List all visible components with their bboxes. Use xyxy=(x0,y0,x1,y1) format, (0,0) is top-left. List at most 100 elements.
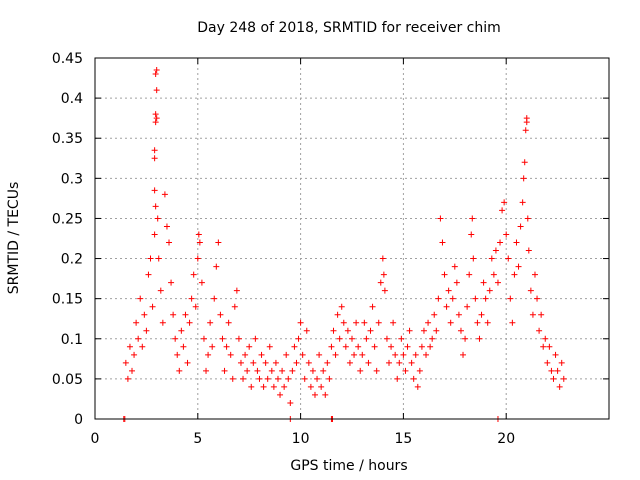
data-point xyxy=(268,367,275,374)
data-point xyxy=(367,327,374,334)
x-tick-label: 0 xyxy=(91,431,100,447)
data-point xyxy=(281,383,288,390)
y-tick-label: 0.4 xyxy=(61,91,83,107)
data-point xyxy=(519,199,526,206)
data-point xyxy=(287,399,294,406)
data-point xyxy=(357,367,364,374)
x-tick-label: 20 xyxy=(497,431,515,447)
data-point xyxy=(351,351,358,358)
data-point xyxy=(534,295,541,302)
data-point xyxy=(509,319,516,326)
data-point xyxy=(242,351,249,358)
data-point xyxy=(303,327,310,334)
data-point xyxy=(139,343,146,350)
data-point xyxy=(441,271,448,278)
data-point xyxy=(211,295,218,302)
data-point xyxy=(507,295,514,302)
data-point xyxy=(412,351,419,358)
data-point xyxy=(285,375,292,382)
data-point xyxy=(379,255,386,262)
data-point xyxy=(166,239,173,246)
data-point xyxy=(237,359,244,366)
data-point xyxy=(513,239,520,246)
data-point xyxy=(277,391,284,398)
data-point xyxy=(190,271,197,278)
data-point xyxy=(254,367,261,374)
data-point xyxy=(349,335,355,342)
data-point xyxy=(499,207,506,214)
data-point xyxy=(322,391,329,398)
data-point xyxy=(472,295,479,302)
data-point xyxy=(558,359,565,366)
data-point xyxy=(466,271,473,278)
data-point xyxy=(260,383,267,390)
data-point xyxy=(414,383,421,390)
data-point xyxy=(151,231,158,238)
data-point xyxy=(386,359,393,366)
data-point xyxy=(248,383,255,390)
data-point xyxy=(291,343,298,350)
y-tick-label: 0.45 xyxy=(52,51,83,67)
data-point xyxy=(531,271,538,278)
data-point xyxy=(309,367,316,374)
data-point xyxy=(556,383,563,390)
data-point xyxy=(552,351,559,358)
data-point xyxy=(517,223,524,230)
data-point xyxy=(153,67,160,74)
data-point xyxy=(316,351,323,358)
data-point xyxy=(314,375,321,382)
x-tick-label: 15 xyxy=(394,431,412,447)
data-point xyxy=(151,187,158,194)
data-point xyxy=(425,319,432,326)
data-point xyxy=(332,351,339,358)
data-point xyxy=(219,335,226,342)
data-point xyxy=(152,111,159,118)
data-point xyxy=(233,287,240,294)
data-point xyxy=(445,287,452,294)
data-point xyxy=(469,215,476,222)
data-point xyxy=(200,335,207,342)
data-point xyxy=(359,351,366,358)
x-tick-labels: 0 5 10 15 20 xyxy=(91,431,516,447)
data-point xyxy=(550,375,557,382)
data-point xyxy=(548,367,555,374)
y-axis-label: SRMTID / TECUs xyxy=(6,182,22,295)
data-point xyxy=(342,343,349,350)
y-tick-labels: 0 0.05 0.1 0.15 0.2 0.25 0.3 0.35 0.4 0.45 xyxy=(52,51,83,428)
data-point xyxy=(480,279,487,286)
data-point xyxy=(520,175,527,182)
data-point xyxy=(170,311,177,318)
data-point xyxy=(246,343,253,350)
data-point xyxy=(455,311,462,318)
data-point xyxy=(451,263,458,270)
data-point xyxy=(203,367,210,374)
data-point xyxy=(129,367,136,374)
data-point xyxy=(334,311,341,318)
data-point xyxy=(180,343,187,350)
data-point xyxy=(124,375,131,382)
data-point xyxy=(484,319,491,326)
data-point xyxy=(184,359,191,366)
data-point xyxy=(390,319,397,326)
data-point xyxy=(380,271,387,278)
data-point xyxy=(369,303,376,310)
data-point xyxy=(151,147,158,154)
data-point xyxy=(163,223,170,230)
data-point xyxy=(221,367,228,374)
data-point xyxy=(371,343,378,350)
data-point xyxy=(443,303,450,310)
data-point xyxy=(447,319,454,326)
data-point xyxy=(153,115,160,122)
data-point xyxy=(468,231,475,238)
data-point xyxy=(523,115,530,122)
data-point xyxy=(256,375,263,382)
data-point xyxy=(293,359,300,366)
axis-ticks xyxy=(94,57,609,420)
data-point xyxy=(346,359,353,366)
data-point xyxy=(213,263,220,270)
data-point xyxy=(135,335,142,342)
data-point xyxy=(258,351,265,358)
data-point xyxy=(266,343,273,350)
data-point xyxy=(328,343,335,350)
data-point xyxy=(307,383,314,390)
